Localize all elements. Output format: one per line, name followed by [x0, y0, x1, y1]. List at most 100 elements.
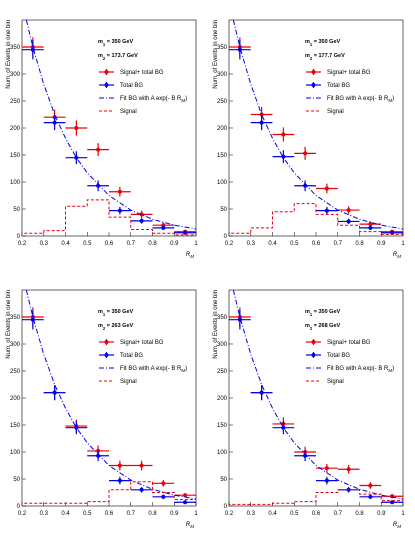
- x-tick-label: 0.8: [355, 241, 364, 247]
- x-tick-label: 1: [194, 511, 198, 517]
- legend-label: Fit BG with A exp(- B RM): [120, 366, 187, 373]
- data-point: [303, 151, 308, 156]
- y-tick-label: 150: [10, 423, 21, 429]
- y-tick-label: 250: [217, 99, 228, 105]
- x-tick-label: 0.4: [268, 241, 277, 247]
- legend-label: Total BG: [120, 353, 143, 359]
- data-point: [139, 463, 144, 468]
- x-tick-label: 0.7: [334, 241, 343, 247]
- annotation: m2 = 263 GeV: [98, 323, 133, 330]
- fit-curve: [25, 20, 196, 230]
- data-point: [183, 493, 188, 498]
- x-tick-label: 0.8: [355, 511, 364, 517]
- annotation: m1 = 350 GeV: [98, 309, 133, 316]
- legend-label: Signal: [120, 379, 137, 385]
- y-tick-label: 300: [217, 72, 228, 78]
- annotation: m1 = 350 GeV: [305, 39, 340, 46]
- data-point: [346, 208, 351, 213]
- panel: 0.2 0.3 0.4 0.5 0.6 0.7 0.8 0.9 1 0 50 100 150 200 250…: [6, 289, 198, 529]
- x-tick-label: 0.2: [225, 511, 234, 517]
- data-point: [324, 208, 329, 213]
- panel: 0.2 0.3 0.4 0.5 0.6 0.7 0.8 0.9 1 0 50 100 150 200 250…: [6, 19, 198, 259]
- y-tick-label: 150: [217, 423, 228, 429]
- x-tick-label: 0.5: [290, 241, 299, 247]
- x-axis-label: RM: [186, 252, 194, 259]
- y-tick-label: 150: [10, 153, 21, 159]
- y-tick-label: 50: [220, 477, 227, 483]
- legend-label: Total BG: [327, 353, 350, 359]
- x-tick-label: 0.6: [105, 511, 114, 517]
- data-point: [183, 500, 188, 505]
- y-tick-label: 0: [224, 504, 228, 510]
- x-tick-label: 0.8: [148, 241, 157, 247]
- x-tick-label: 1: [401, 241, 405, 247]
- y-tick-label: 300: [217, 342, 228, 348]
- plot-area: [229, 20, 403, 236]
- legend-marker: [104, 83, 109, 87]
- plot-area: [22, 290, 196, 506]
- fit-curve: [232, 20, 403, 230]
- y-tick-label: 100: [10, 450, 21, 456]
- annotation: m2 = 177.7 GeV: [305, 53, 345, 60]
- x-tick-label: 0.3: [247, 241, 256, 247]
- legend-marker: [104, 70, 109, 74]
- data-point: [161, 225, 166, 230]
- data-point: [117, 189, 122, 194]
- y-tick-label: 250: [10, 99, 21, 105]
- y-tick-label: 350: [10, 315, 21, 321]
- legend-label: Signal+ total BG: [120, 340, 164, 346]
- y-tick-label: 100: [217, 180, 228, 186]
- legend-label: Signal+ total BG: [327, 340, 371, 346]
- y-tick-label: 200: [217, 126, 228, 132]
- x-tick-label: 1: [194, 241, 198, 247]
- y-tick-label: 0: [224, 234, 228, 240]
- y-tick-label: 50: [220, 207, 227, 213]
- data-point: [117, 463, 122, 468]
- data-point: [52, 120, 57, 125]
- y-tick-label: 200: [10, 126, 21, 132]
- y-axis-label: Num. of Events in one bin: [6, 20, 12, 89]
- y-tick-label: 100: [217, 450, 228, 456]
- data-point: [368, 494, 373, 499]
- data-point: [346, 467, 351, 472]
- legend-label: Fit BG with A exp(- B RM): [120, 96, 187, 103]
- plot-frame: [228, 289, 404, 507]
- data-point: [161, 494, 166, 499]
- annotation: m2 = 268 GeV: [305, 323, 340, 330]
- data-point: [324, 186, 329, 191]
- legend-label: Total BG: [327, 83, 350, 89]
- legend-marker: [311, 353, 316, 357]
- signal-histogram: [22, 481, 196, 506]
- fit-curve: [25, 290, 196, 500]
- plot-frame: [21, 289, 197, 507]
- legend-label: Total BG: [120, 83, 143, 89]
- plot-area: [229, 290, 403, 506]
- legend-label: Fit BG with A exp(- B RM): [327, 366, 394, 373]
- x-tick-label: 0.5: [290, 511, 299, 517]
- x-axis-label: RM: [393, 252, 401, 259]
- x-tick-label: 0.2: [18, 511, 27, 517]
- fit-curve: [232, 290, 403, 500]
- x-tick-label: 0.3: [40, 241, 49, 247]
- y-tick-label: 300: [10, 72, 21, 78]
- x-tick-label: 1: [401, 511, 405, 517]
- legend-label: Fit BG with A exp(- B RM): [327, 96, 394, 103]
- x-axis-label: RM: [186, 522, 194, 529]
- x-tick-label: 0.9: [377, 511, 386, 517]
- x-tick-label: 0.3: [40, 511, 49, 517]
- x-tick-label: 0.5: [83, 241, 92, 247]
- x-tick-label: 0.4: [61, 241, 70, 247]
- data-point: [368, 483, 373, 488]
- legend-marker: [311, 83, 316, 87]
- data-point: [390, 500, 395, 505]
- data-point: [346, 219, 351, 224]
- legend-marker: [311, 340, 316, 344]
- data-point: [52, 390, 57, 395]
- annotation: m1 = 350 GeV: [98, 39, 133, 46]
- x-tick-label: 0.7: [334, 511, 343, 517]
- data-point: [324, 478, 329, 483]
- data-point: [117, 208, 122, 213]
- x-axis-label: RM: [393, 522, 401, 529]
- legend-label: Signal+ total BG: [120, 70, 164, 76]
